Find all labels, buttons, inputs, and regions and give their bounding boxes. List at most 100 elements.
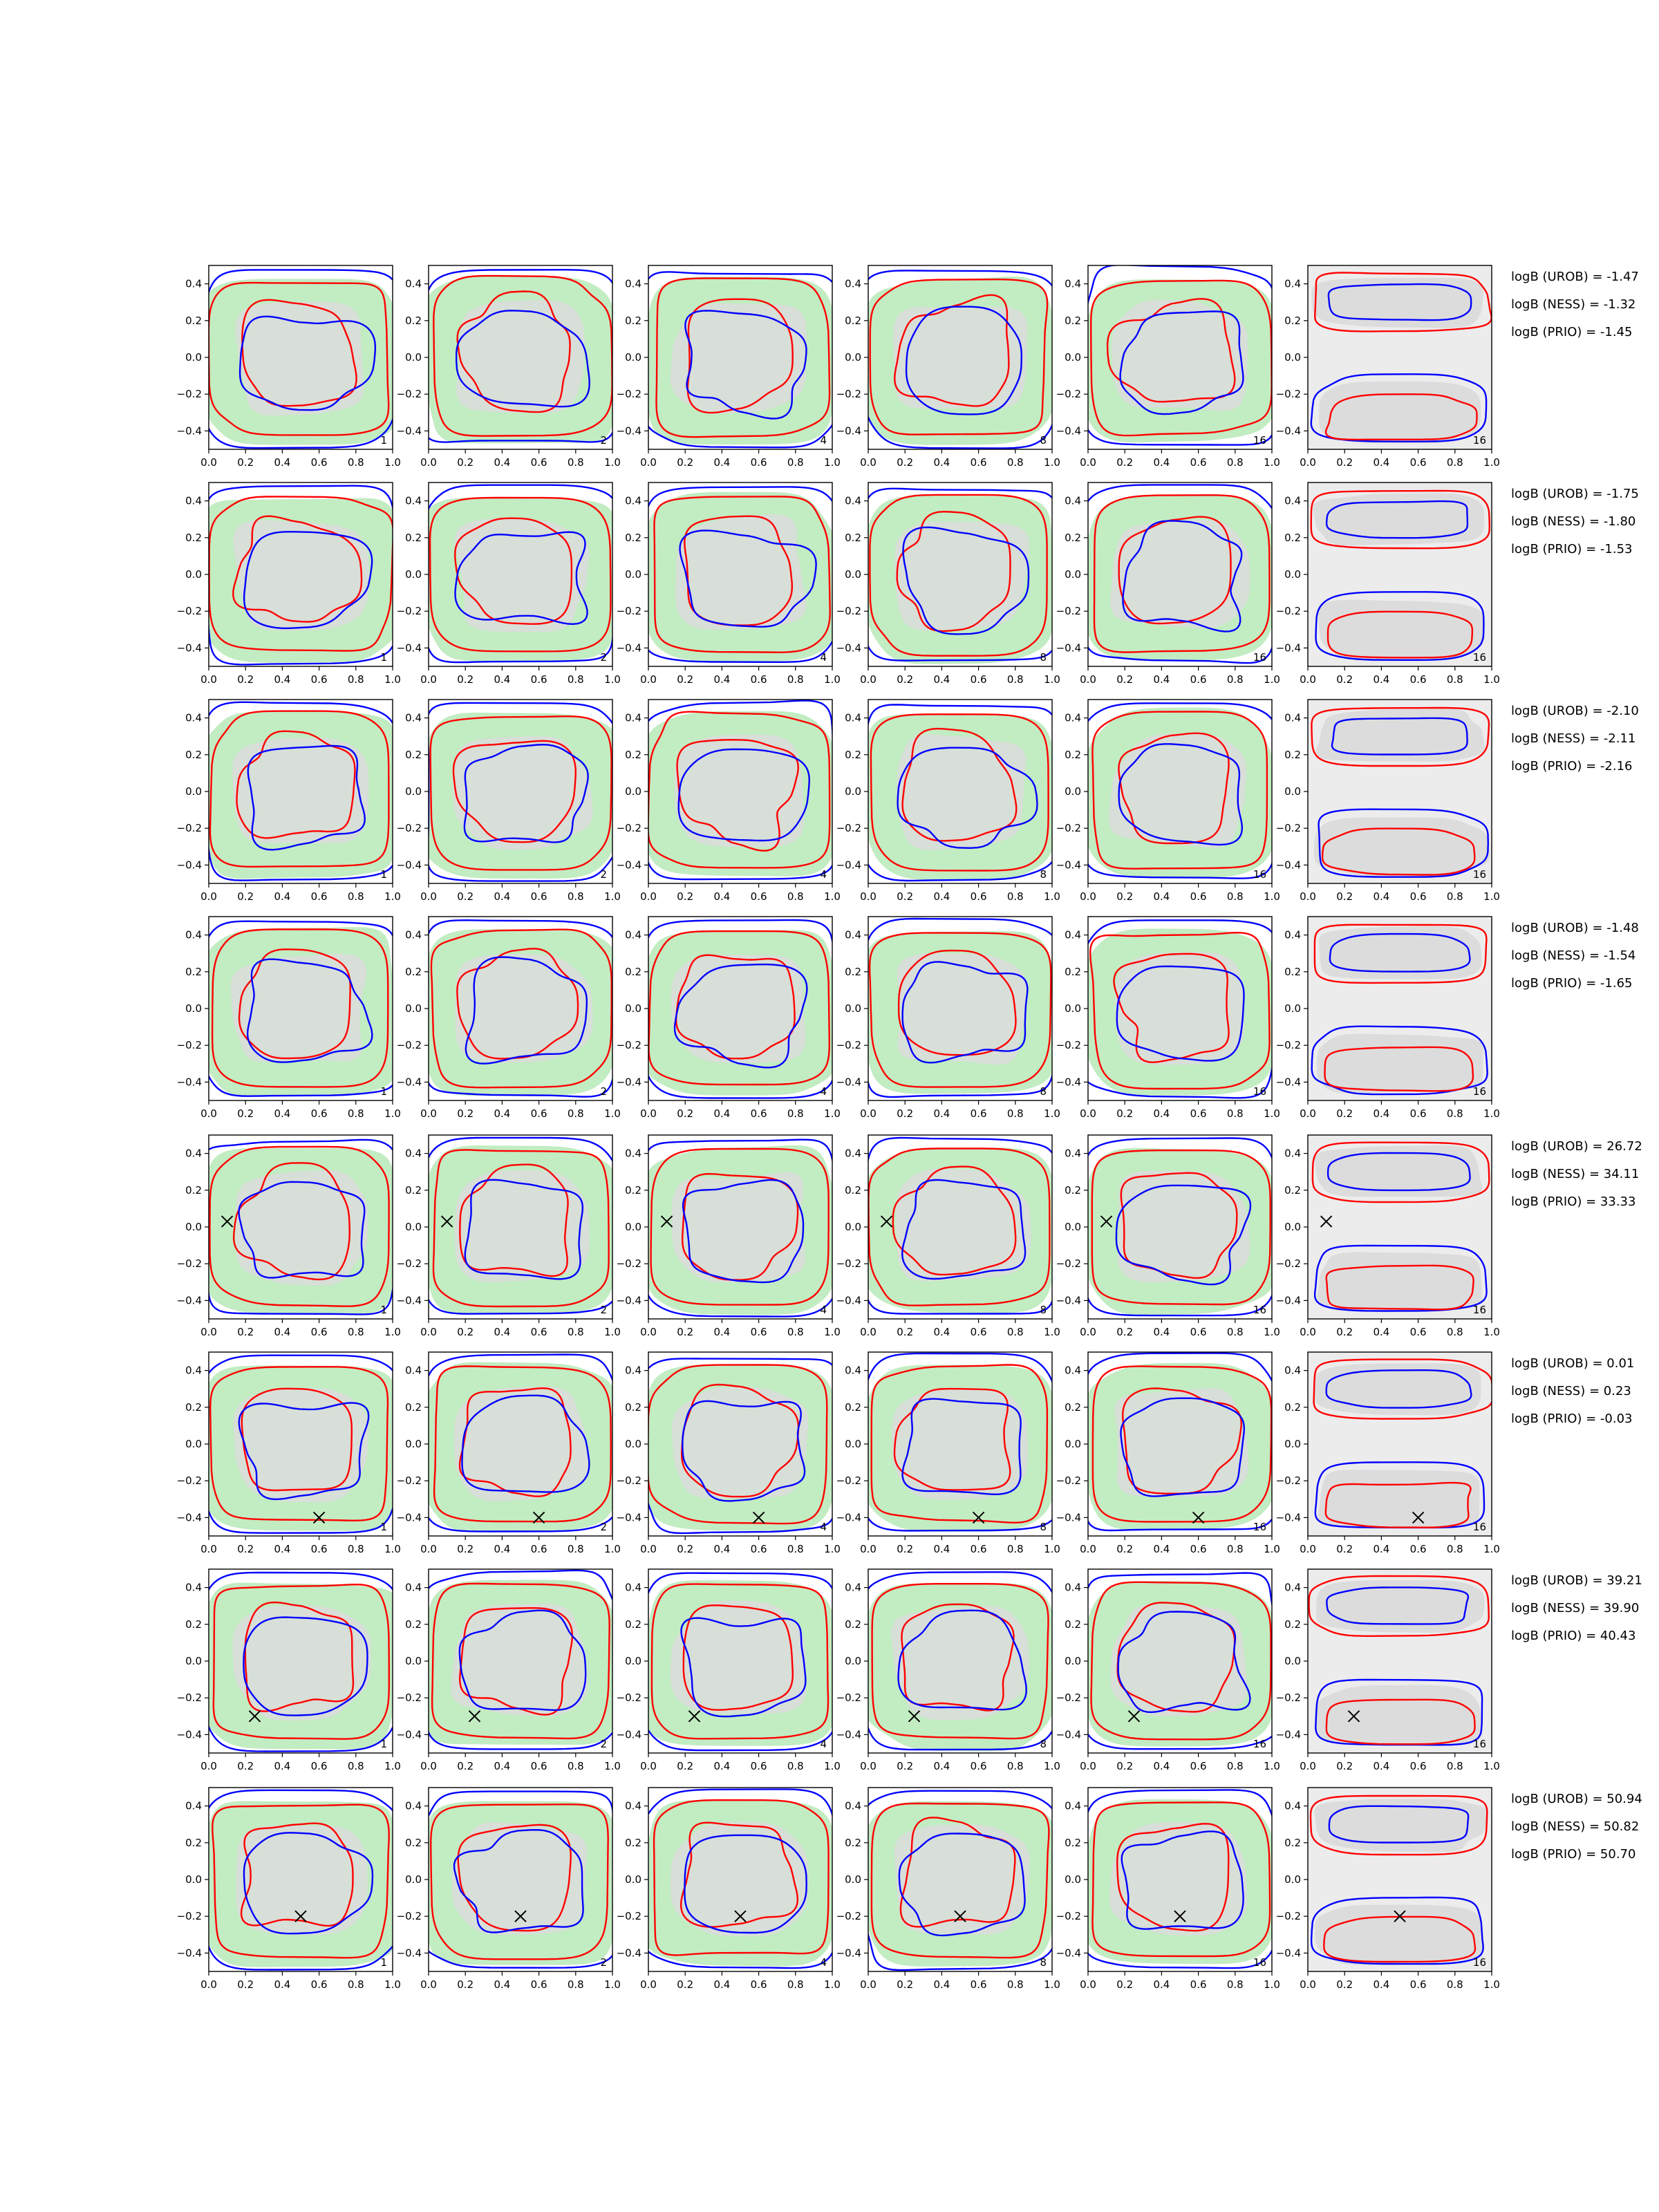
- logb-prio: logB (PRIO) = -1.53: [1511, 542, 1633, 556]
- y-tick-label: −0.4: [397, 1947, 422, 1959]
- plot-area: [868, 700, 1052, 883]
- y-tick-label: 0.0: [405, 1873, 422, 1886]
- column-label: 4: [820, 651, 827, 664]
- y-tick-label: −0.2: [617, 605, 641, 617]
- y-tick-label: 0.2: [185, 1837, 202, 1849]
- x-tick-label: 0.8: [1447, 890, 1463, 903]
- y-tick-label: 0.0: [405, 1221, 422, 1233]
- y-tick-label: −0.2: [397, 1474, 422, 1487]
- x-tick-label: 0.4: [713, 456, 730, 469]
- contour-blue-inner: [243, 1832, 374, 1935]
- y-tick-label: 0.0: [845, 1655, 861, 1667]
- contour-red-outer: [871, 1583, 1049, 1740]
- contour-red-inner: [893, 294, 1010, 407]
- x-tick-label: 0.8: [787, 1543, 804, 1555]
- y-tick-label: 0.2: [625, 749, 641, 761]
- y-tick-label: −0.2: [177, 1474, 202, 1487]
- subplot-r8-c5: 16 0.0 0.2 0.4 0.6 0.8 1.0 0.4 0.2 0.0 −0.2 −0.4: [1056, 1787, 1280, 1991]
- logb-ness: logB (NESS) = 50.82: [1511, 1819, 1639, 1834]
- x-tick-label: 0.8: [787, 890, 804, 903]
- x-tick-label: 0.8: [568, 1326, 584, 1338]
- logb-ness: logB (NESS) = -1.32: [1511, 297, 1635, 312]
- likelihood-fill: [1313, 1363, 1481, 1416]
- contour-blue-outer: [209, 1354, 393, 1534]
- x-tick-label: 0.4: [274, 1543, 290, 1555]
- contour-blue-inner: [461, 1394, 590, 1493]
- y-tick-label: −0.2: [1276, 1691, 1301, 1704]
- plot-area: [1088, 1788, 1272, 1971]
- contour-red-inner: [1118, 732, 1230, 845]
- y-tick-label: −0.2: [836, 1039, 861, 1051]
- x-tick-label: 1.0: [604, 1760, 621, 1772]
- x-tick-label: 0.4: [933, 1107, 950, 1120]
- y-tick-label: 0.4: [185, 1800, 202, 1812]
- truth-marker: [468, 1710, 481, 1723]
- contour-red-inner: [675, 954, 796, 1060]
- column-label: 4: [820, 1738, 827, 1750]
- x-tick-label: 0.0: [420, 1760, 437, 1772]
- x-tick-label: 0.0: [1080, 1326, 1096, 1338]
- contour-blue-outer: [429, 919, 612, 1098]
- x-tick-label: 0.0: [420, 1107, 437, 1120]
- y-tick-label: 0.2: [405, 1401, 422, 1414]
- plot-area: [209, 700, 393, 883]
- column-label: 16: [1473, 1085, 1486, 1098]
- y-tick-label: −0.2: [1056, 1474, 1081, 1487]
- subplot-r6-c3: 4 0.0 0.2 0.4 0.6 0.8 1.0 0.4 0.2 0.0 −0.2 −0.4: [617, 1351, 841, 1555]
- x-tick-label: 1.0: [604, 1107, 621, 1120]
- subplot-r5-c2: 2 0.0 0.2 0.4 0.6 0.8 1.0 0.4 0.2 0.0 −0.2 −0.4: [397, 1134, 621, 1338]
- logb-urob: logB (UROB) = 50.94: [1511, 1792, 1642, 1806]
- likelihood-fill: [454, 1170, 590, 1282]
- y-tick-label: 0.4: [845, 1800, 861, 1812]
- contour-blue-outer: [868, 917, 1052, 1098]
- column-label: 8: [1040, 651, 1047, 664]
- x-tick-label: 1.0: [1044, 456, 1060, 469]
- contour-blue-outer: [429, 268, 612, 443]
- logb-annotations-row-8: logB (UROB) = 50.94 logB (NESS) = 50.82 lo…: [1511, 1792, 1642, 1862]
- y-tick-label: 0.2: [1284, 1401, 1301, 1414]
- y-tick-label: 0.2: [185, 1401, 202, 1414]
- x-tick-label: 0.0: [1080, 1760, 1096, 1772]
- truth-marker: [908, 1710, 921, 1723]
- y-tick-label: −0.4: [177, 1947, 202, 1959]
- x-tick-label: 0.2: [1116, 1760, 1133, 1772]
- plot-area: [209, 482, 393, 666]
- column-label: 1: [380, 1085, 387, 1098]
- x-tick-label: 0.2: [457, 1543, 474, 1555]
- subplot-r7-c5: 16 0.0 0.2 0.4 0.6 0.8 1.0 0.4 0.2 0.0 −0.2 −0.4: [1056, 1568, 1280, 1772]
- x-tick-label: 0.0: [420, 1543, 437, 1555]
- x-tick-label: 0.6: [751, 890, 767, 903]
- contour-red-outer: [648, 1364, 828, 1525]
- x-tick-label: 0.2: [1116, 1107, 1133, 1120]
- column-label: 16: [1253, 868, 1266, 881]
- x-tick-label: 0.2: [677, 1978, 693, 1991]
- x-tick-label: 0.0: [200, 1326, 217, 1338]
- x-tick-label: 1.0: [1044, 1107, 1060, 1120]
- x-tick-label: 0.4: [494, 456, 510, 469]
- x-tick-label: 1.0: [824, 456, 841, 469]
- contour-red-bottom: [1323, 1915, 1477, 1963]
- y-tick-label: −0.2: [1276, 1257, 1301, 1270]
- x-tick-label: 0.8: [1227, 1760, 1244, 1772]
- contour-red-top: [1313, 1358, 1492, 1420]
- x-tick-label: 1.0: [1483, 890, 1500, 903]
- x-tick-label: 1.0: [604, 1978, 621, 1991]
- x-tick-label: 0.0: [200, 1978, 217, 1991]
- contour-red-inner: [1120, 1172, 1238, 1280]
- x-tick-label: 1.0: [604, 1326, 621, 1338]
- column-label: 16: [1473, 651, 1486, 664]
- contour-red-outer: [650, 1147, 830, 1306]
- contour-blue-outer: [868, 1571, 1052, 1751]
- logb-urob: logB (UROB) = 26.72: [1511, 1139, 1642, 1154]
- truth-marker: [752, 1511, 765, 1524]
- x-tick-label: 0.0: [1300, 456, 1316, 469]
- x-tick-label: 1.0: [1044, 890, 1060, 903]
- subplot-r7-c4: 8 0.0 0.2 0.4 0.6 0.8 1.0 0.4 0.2 0.0 −0.2 −0.4: [836, 1568, 1060, 1772]
- x-tick-label: 0.2: [1336, 1326, 1353, 1338]
- contour-blue-bottom: [1314, 1461, 1485, 1529]
- contour-red-outer: [433, 274, 612, 437]
- y-tick-label: 0.2: [845, 1184, 861, 1197]
- x-tick-label: 0.8: [568, 456, 584, 469]
- y-tick-label: 0.0: [1284, 1438, 1301, 1450]
- y-tick-label: −0.2: [1276, 822, 1301, 834]
